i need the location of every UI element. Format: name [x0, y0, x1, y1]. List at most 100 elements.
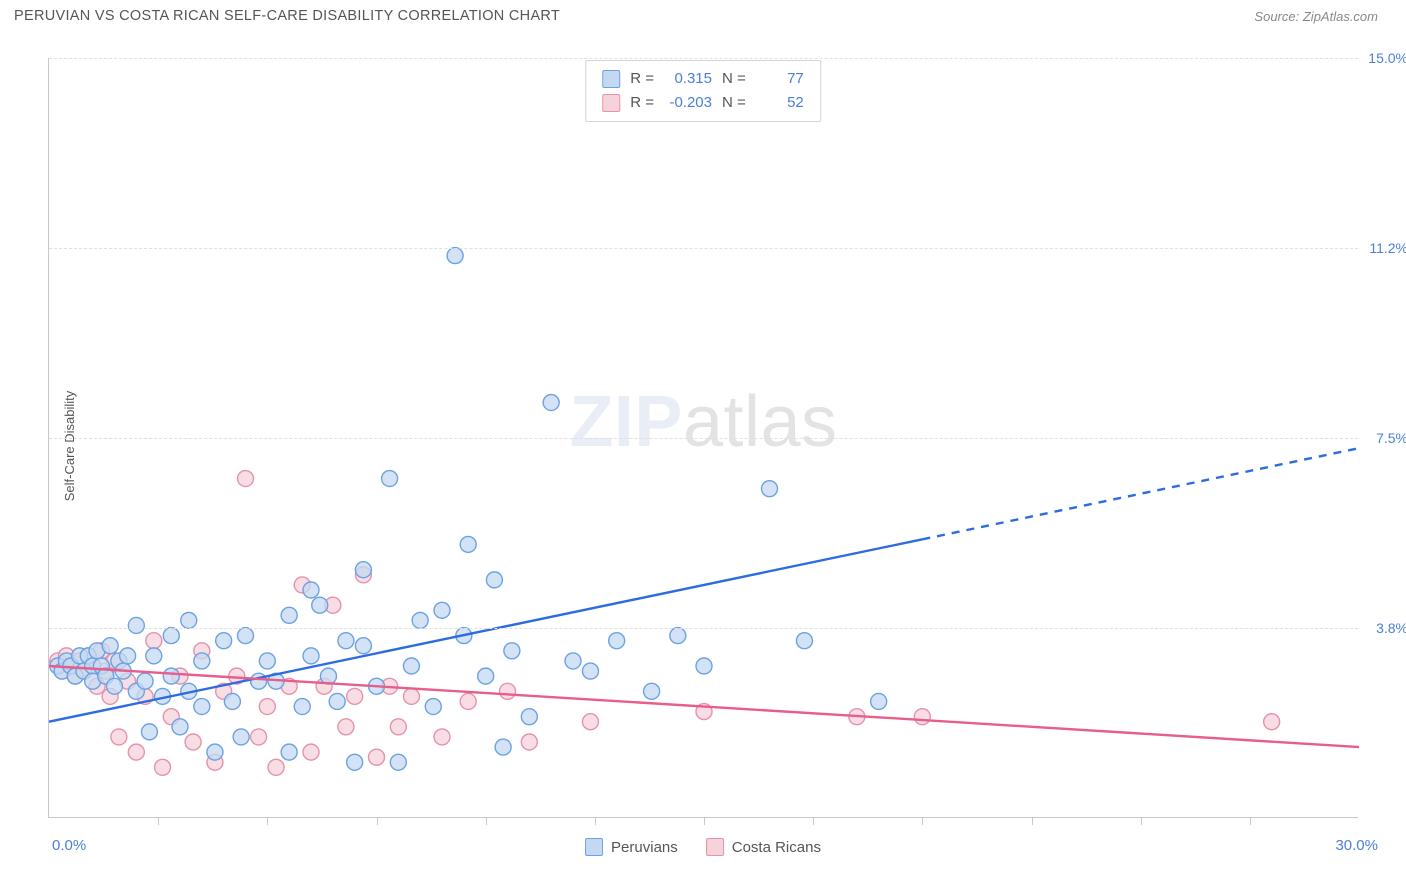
- scatter-point: [565, 653, 581, 669]
- scatter-point: [259, 699, 275, 715]
- chart-source: Source: ZipAtlas.com: [1254, 9, 1378, 24]
- legend-swatch-icon: [585, 838, 603, 856]
- x-tick: [1141, 817, 1142, 825]
- scatter-point: [521, 709, 537, 725]
- scatter-point: [312, 597, 328, 613]
- scatter-point: [181, 612, 197, 628]
- x-axis-origin-label: 0.0%: [52, 837, 86, 854]
- scatter-point: [303, 744, 319, 760]
- scatter-point: [670, 628, 686, 644]
- scatter-point: [281, 607, 297, 623]
- scatter-point: [460, 536, 476, 552]
- x-tick: [813, 817, 814, 825]
- scatter-point: [369, 749, 385, 765]
- legend-label-peruvians: Peruvians: [611, 839, 678, 856]
- scatter-point: [796, 633, 812, 649]
- scatter-point: [172, 719, 188, 735]
- scatter-point: [194, 653, 210, 669]
- chart-header: PERUVIAN VS COSTA RICAN SELF-CARE DISABI…: [0, 0, 1406, 32]
- scatter-point: [111, 729, 127, 745]
- scatter-point: [120, 648, 136, 664]
- scatter-point: [259, 653, 275, 669]
- scatter-point: [137, 673, 153, 689]
- scatter-point: [338, 719, 354, 735]
- x-tick: [704, 817, 705, 825]
- scatter-point: [155, 759, 171, 775]
- scatter-point: [233, 729, 249, 745]
- scatter-point: [128, 744, 144, 760]
- scatter-point: [478, 668, 494, 684]
- scatter-point: [582, 663, 598, 679]
- scatter-point: [543, 395, 559, 411]
- scatter-point: [251, 729, 267, 745]
- gridline: [49, 628, 1358, 629]
- scatter-point: [1264, 714, 1280, 730]
- r-label: R =: [630, 91, 654, 115]
- correlation-legend: R = 0.315 N = 77 R = -0.203 N = 52: [585, 60, 821, 122]
- n-label: N =: [722, 91, 746, 115]
- x-tick: [922, 817, 923, 825]
- scatter-point: [403, 688, 419, 704]
- scatter-point: [207, 744, 223, 760]
- scatter-point: [347, 754, 363, 770]
- scatter-point: [238, 628, 254, 644]
- scatter-point: [403, 658, 419, 674]
- scatter-point: [194, 699, 210, 715]
- scatter-point: [434, 729, 450, 745]
- legend-swatch-costa-ricans: [602, 94, 620, 112]
- scatter-point: [163, 668, 179, 684]
- scatter-point: [434, 602, 450, 618]
- scatter-point: [355, 562, 371, 578]
- scatter-point: [871, 693, 887, 709]
- trend-line-extrapolated: [922, 448, 1359, 539]
- chart-plot-area: ZIPatlas 3.8%7.5%11.2%15.0%: [48, 58, 1358, 818]
- scatter-point: [347, 688, 363, 704]
- scatter-point: [128, 617, 144, 633]
- scatter-point: [146, 648, 162, 664]
- x-tick: [377, 817, 378, 825]
- legend-swatch-icon: [706, 838, 724, 856]
- scatter-point: [102, 638, 118, 654]
- r-value-peruvians: 0.315: [664, 67, 712, 91]
- n-value-costa-ricans: 52: [756, 91, 804, 115]
- legend-label-costa-ricans: Costa Ricans: [732, 839, 821, 856]
- scatter-point: [107, 678, 123, 694]
- scatter-point: [609, 633, 625, 649]
- source-label: Source:: [1254, 9, 1299, 24]
- scatter-point: [412, 612, 428, 628]
- x-tick: [267, 817, 268, 825]
- x-tick: [1032, 817, 1033, 825]
- scatter-point: [146, 633, 162, 649]
- scatter-point: [281, 744, 297, 760]
- scatter-point: [382, 471, 398, 487]
- scatter-point: [294, 699, 310, 715]
- n-label: N =: [722, 67, 746, 91]
- x-axis-max-label: 30.0%: [1335, 837, 1378, 854]
- scatter-point: [425, 699, 441, 715]
- scatter-point: [390, 754, 406, 770]
- scatter-point: [163, 628, 179, 644]
- scatter-point: [238, 471, 254, 487]
- x-tick: [158, 817, 159, 825]
- trend-line: [49, 539, 922, 721]
- n-value-peruvians: 77: [756, 67, 804, 91]
- scatter-point: [504, 643, 520, 659]
- legend-row-costa-ricans: R = -0.203 N = 52: [602, 91, 804, 115]
- scatter-point: [303, 648, 319, 664]
- source-name: ZipAtlas.com: [1303, 9, 1378, 24]
- scatter-point: [460, 693, 476, 709]
- x-tick: [595, 817, 596, 825]
- r-label: R =: [630, 67, 654, 91]
- scatter-point: [521, 734, 537, 750]
- y-tick-label: 15.0%: [1362, 50, 1406, 66]
- series-legend: Peruvians Costa Ricans: [585, 838, 821, 856]
- scatter-point: [320, 668, 336, 684]
- scatter-point: [224, 693, 240, 709]
- scatter-point: [500, 683, 516, 699]
- legend-entry-costa-ricans: Costa Ricans: [706, 838, 821, 856]
- scatter-point: [495, 739, 511, 755]
- scatter-point: [696, 658, 712, 674]
- gridline: [49, 58, 1358, 59]
- scatter-point: [303, 582, 319, 598]
- legend-entry-peruvians: Peruvians: [585, 838, 678, 856]
